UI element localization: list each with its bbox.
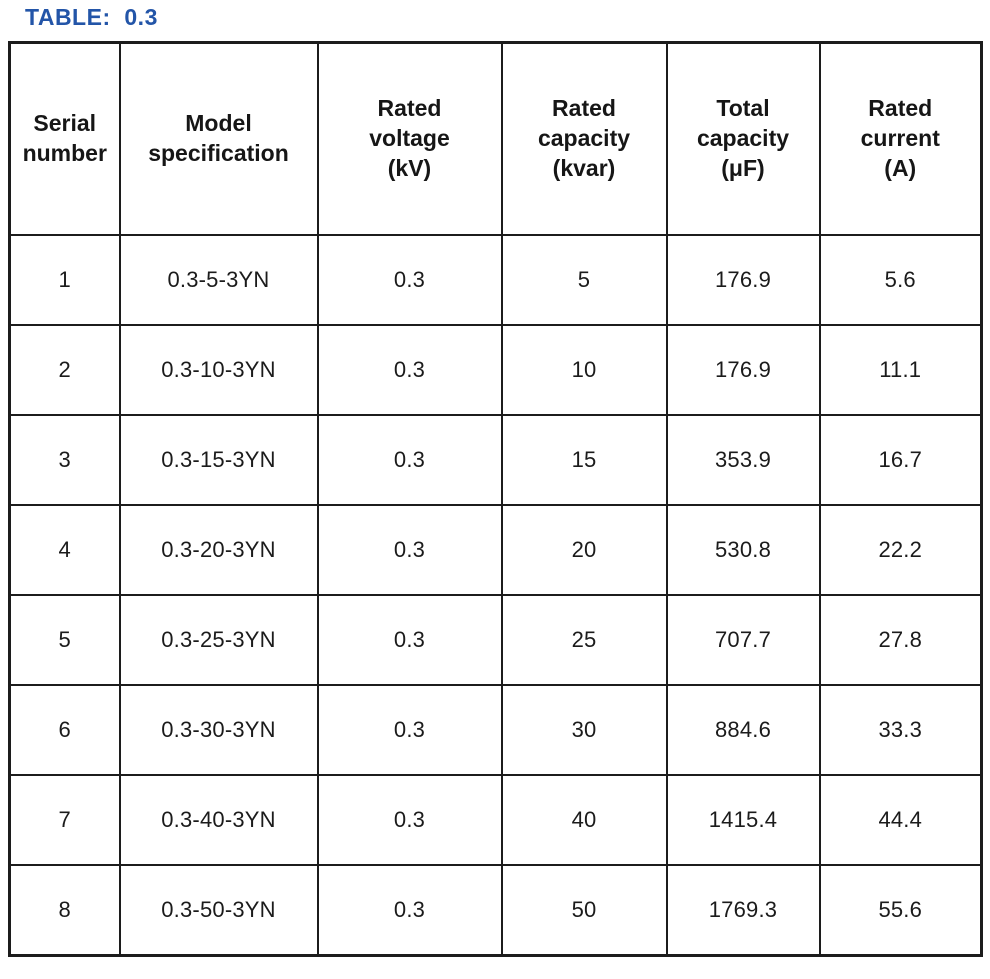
cell-voltage: 0.3 [316, 594, 503, 686]
header-row: Serial number Model specification Rated vo… [8, 41, 983, 236]
cell-voltage: 0.3 [316, 414, 503, 506]
cell-current: 5.6 [818, 234, 983, 326]
cell-serial: 7 [8, 774, 121, 866]
cell-voltage: 0.3 [316, 324, 503, 416]
cell-voltage: 0.3 [316, 504, 503, 596]
cell-serial: 6 [8, 684, 121, 776]
cell-serial: 4 [8, 504, 121, 596]
cell-current: 27.8 [818, 594, 983, 686]
table-header: Serial number Model specification Rated vo… [8, 41, 983, 236]
capacitor-spec-table: Serial number Model specification Rated vo… [8, 41, 983, 957]
cell-model: 0.3-15-3YN [118, 414, 319, 506]
cell-serial: 3 [8, 414, 121, 506]
cell-voltage: 0.3 [316, 684, 503, 776]
cell-model: 0.3-40-3YN [118, 774, 319, 866]
table-row: 3 0.3-15-3YN 0.3 15 353.9 16.7 [8, 414, 983, 506]
cell-capacity: 5 [500, 234, 668, 326]
cell-capacity: 20 [500, 504, 668, 596]
cell-current: 16.7 [818, 414, 983, 506]
table-row: 4 0.3-20-3YN 0.3 20 530.8 22.2 [8, 504, 983, 596]
cell-capacity: 40 [500, 774, 668, 866]
cell-serial: 1 [8, 234, 121, 326]
column-header-capacity: Rated capacity (kvar) [500, 41, 668, 236]
cell-model: 0.3-10-3YN [118, 324, 319, 416]
cell-current: 11.1 [818, 324, 983, 416]
cell-serial: 2 [8, 324, 121, 416]
cell-model: 0.3-50-3YN [118, 864, 319, 957]
cell-model: 0.3-20-3YN [118, 504, 319, 596]
cell-serial: 8 [8, 864, 121, 957]
cell-capacity: 25 [500, 594, 668, 686]
cell-voltage: 0.3 [316, 864, 503, 957]
table-body: 1 0.3-5-3YN 0.3 5 176.9 5.6 2 0.3-10-3YN 0.3 10 17… [8, 234, 983, 957]
cell-capacity: 15 [500, 414, 668, 506]
cell-capacity: 50 [500, 864, 668, 957]
cell-current: 55.6 [818, 864, 983, 957]
column-header-current: Rated current (A) [818, 41, 983, 236]
page-title: TABLE: 0.3 [25, 4, 158, 30]
cell-voltage: 0.3 [316, 774, 503, 866]
cell-model: 0.3-5-3YN [118, 234, 319, 326]
cell-current: 44.4 [818, 774, 983, 866]
cell-total-capacity: 707.7 [665, 594, 821, 686]
cell-total-capacity: 353.9 [665, 414, 821, 506]
cell-total-capacity: 1769.3 [665, 864, 821, 957]
table-row: 1 0.3-5-3YN 0.3 5 176.9 5.6 [8, 234, 983, 326]
cell-current: 22.2 [818, 504, 983, 596]
table-row: 5 0.3-25-3YN 0.3 25 707.7 27.8 [8, 594, 983, 686]
table-row: 7 0.3-40-3YN 0.3 40 1415.4 44.4 [8, 774, 983, 866]
cell-voltage: 0.3 [316, 234, 503, 326]
column-header-model: Model specification [118, 41, 319, 236]
cell-total-capacity: 176.9 [665, 324, 821, 416]
column-header-voltage: Rated voltage (kV) [316, 41, 503, 236]
cell-serial: 5 [8, 594, 121, 686]
cell-capacity: 10 [500, 324, 668, 416]
cell-total-capacity: 1415.4 [665, 774, 821, 866]
table-row: 8 0.3-50-3YN 0.3 50 1769.3 55.6 [8, 864, 983, 957]
cell-capacity: 30 [500, 684, 668, 776]
table-row: 6 0.3-30-3YN 0.3 30 884.6 33.3 [8, 684, 983, 776]
cell-total-capacity: 884.6 [665, 684, 821, 776]
column-header-total-capacity: Total capacity (μF) [665, 41, 821, 236]
column-header-serial: Serial number [8, 41, 121, 236]
cell-model: 0.3-25-3YN [118, 594, 319, 686]
table-row: 2 0.3-10-3YN 0.3 10 176.9 11.1 [8, 324, 983, 416]
cell-model: 0.3-30-3YN [118, 684, 319, 776]
cell-current: 33.3 [818, 684, 983, 776]
cell-total-capacity: 530.8 [665, 504, 821, 596]
cell-total-capacity: 176.9 [665, 234, 821, 326]
